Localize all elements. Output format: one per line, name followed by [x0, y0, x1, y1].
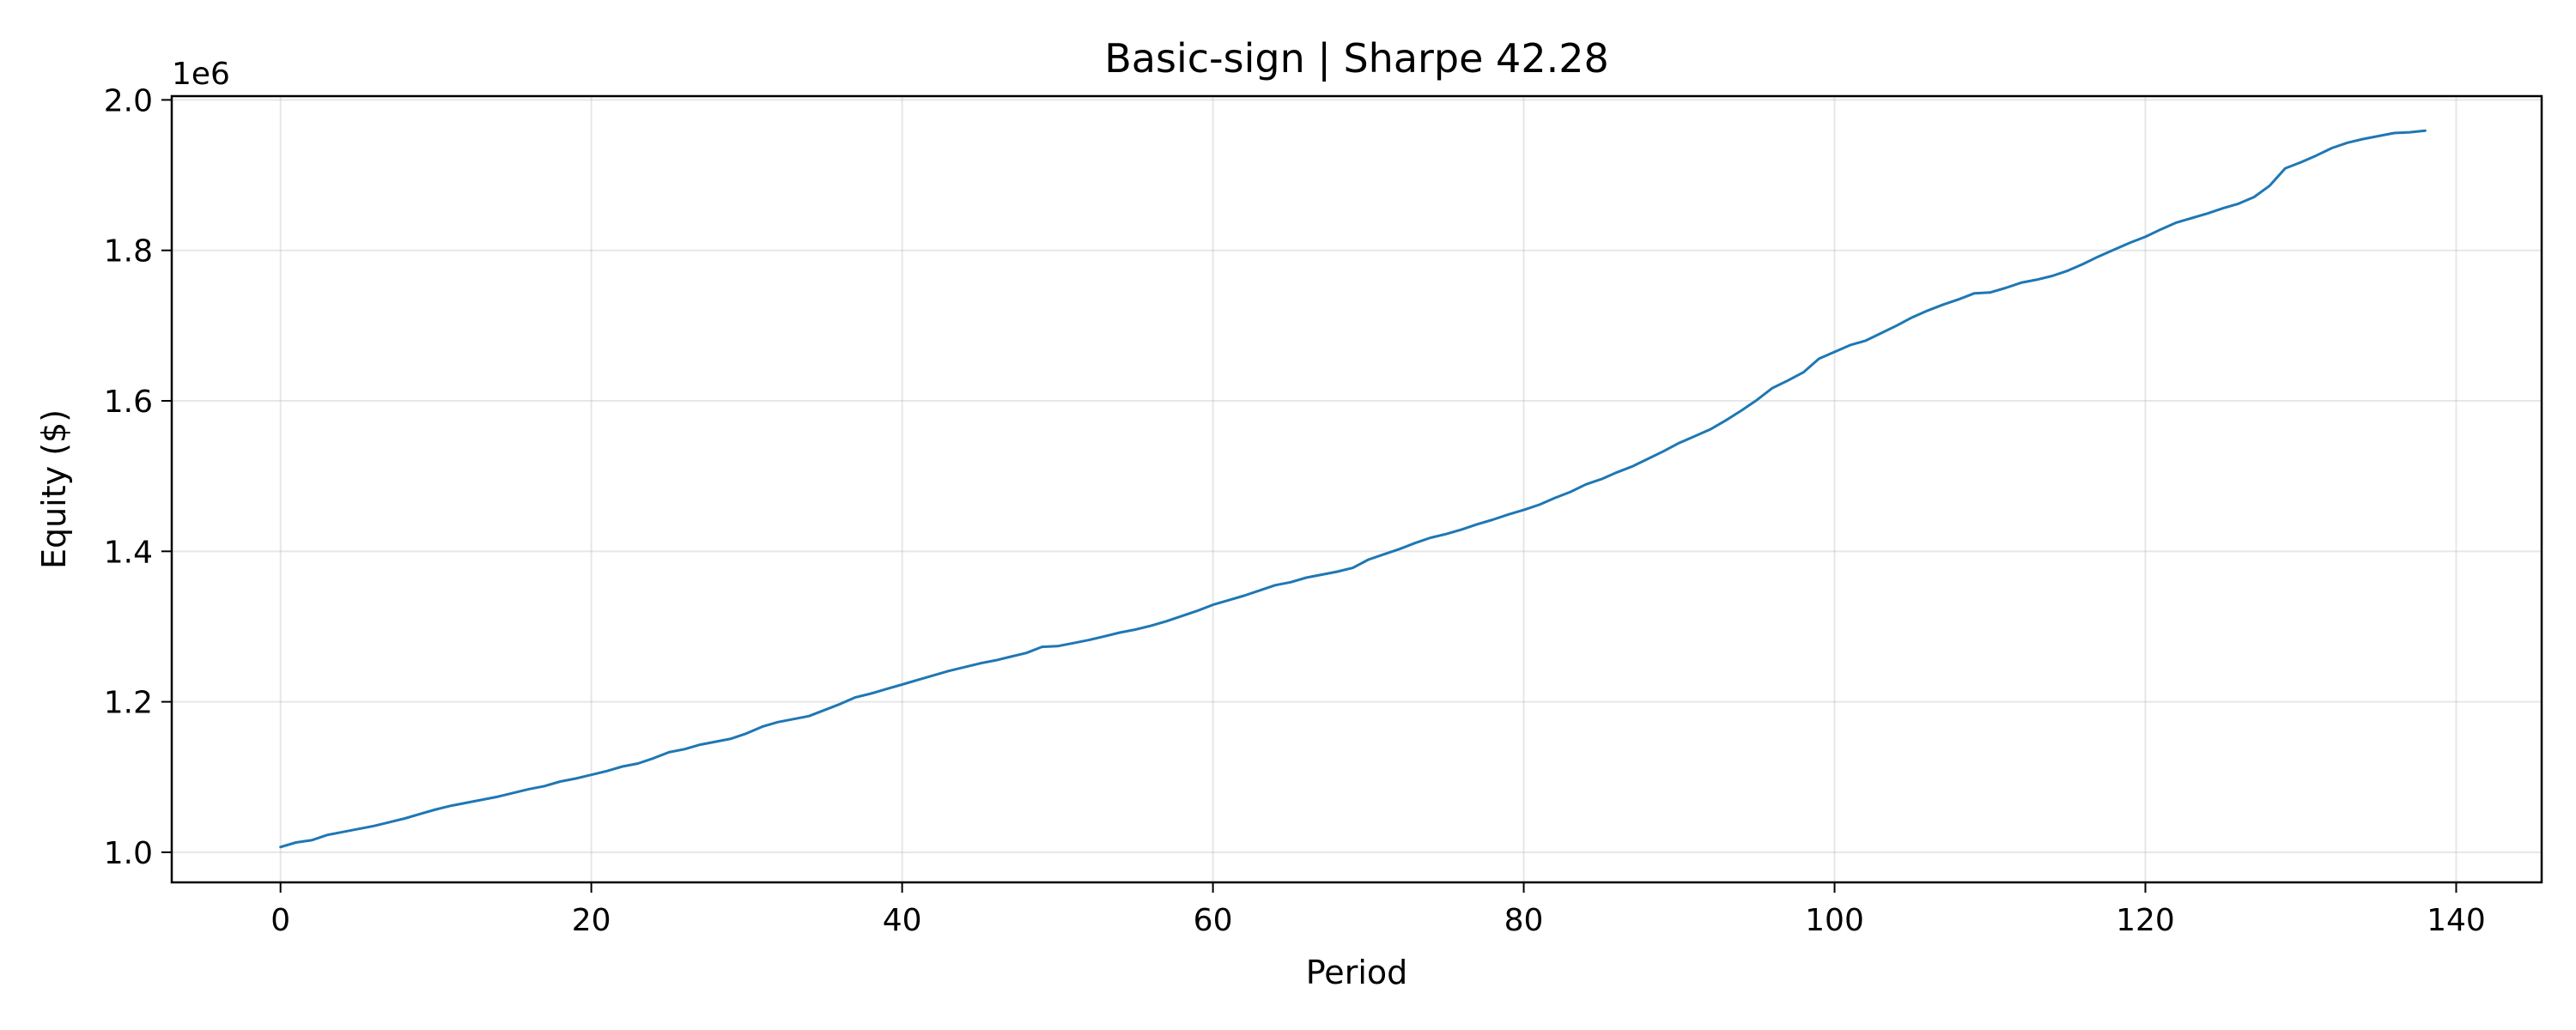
y-tick-label: 2.0 [104, 83, 153, 118]
x-tick-label: 60 [1194, 903, 1233, 938]
x-axis-label: Period [1306, 954, 1408, 991]
y-tick-label: 1.8 [104, 234, 153, 270]
x-tick-label: 40 [883, 903, 922, 938]
grid [172, 96, 2542, 882]
x-tick-label: 0 [270, 903, 290, 938]
plot-frame [170, 94, 2543, 884]
equity-series-line [279, 129, 2427, 849]
x-tick-label: 140 [2427, 903, 2486, 938]
y-tick-label: 1.2 [104, 686, 153, 721]
x-tick-label: 120 [2116, 903, 2175, 938]
y-tick-label: 1.4 [104, 535, 153, 570]
y-tick-label: 1.6 [104, 385, 153, 420]
axis-ticks: 0 20 40 60 80 100 120 140 1.0 1.2 1.4 1.6 1.8 2.0 [104, 83, 2486, 938]
x-tick-label: 100 [1805, 903, 1864, 938]
y-tick-label: 1.0 [104, 836, 153, 871]
x-tick-label: 80 [1504, 903, 1544, 938]
y-axis-label: Equity ($) [35, 409, 73, 569]
y-scale-offset-label: 1e6 [172, 57, 230, 92]
x-tick-label: 20 [572, 903, 611, 938]
chart-title: Basic-sign | Sharpe 42.28 [1104, 35, 1609, 82]
